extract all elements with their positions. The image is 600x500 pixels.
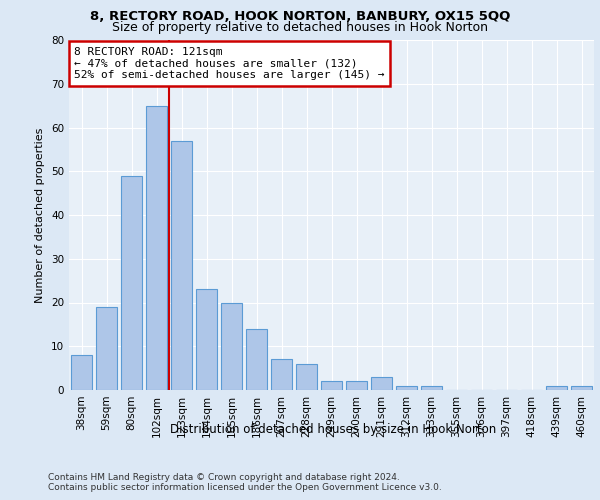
Bar [571, 386, 592, 390]
Bar [96, 307, 117, 390]
Text: 8, RECTORY ROAD, HOOK NORTON, BANBURY, OX15 5QQ: 8, RECTORY ROAD, HOOK NORTON, BANBURY, O… [90, 10, 510, 23]
Bar [421, 386, 442, 390]
Text: 8 RECTORY ROAD: 121sqm
← 47% of detached houses are smaller (132)
52% of semi-de: 8 RECTORY ROAD: 121sqm ← 47% of detached… [74, 47, 385, 80]
Text: Distribution of detached houses by size in Hook Norton: Distribution of detached houses by size … [170, 422, 496, 436]
Bar [121, 176, 142, 390]
Text: Contains public sector information licensed under the Open Government Licence v3: Contains public sector information licen… [48, 482, 442, 492]
Bar [371, 377, 392, 390]
Bar [546, 386, 567, 390]
Bar [271, 360, 292, 390]
Bar [196, 290, 217, 390]
Bar [321, 381, 342, 390]
Bar [296, 364, 317, 390]
Bar [246, 329, 267, 390]
Bar [221, 302, 242, 390]
Y-axis label: Number of detached properties: Number of detached properties [35, 128, 46, 302]
Text: Size of property relative to detached houses in Hook Norton: Size of property relative to detached ho… [112, 21, 488, 34]
Bar [396, 386, 417, 390]
Bar [146, 106, 167, 390]
Bar [71, 355, 92, 390]
Bar [171, 140, 192, 390]
Bar [346, 381, 367, 390]
Text: Contains HM Land Registry data © Crown copyright and database right 2024.: Contains HM Land Registry data © Crown c… [48, 472, 400, 482]
